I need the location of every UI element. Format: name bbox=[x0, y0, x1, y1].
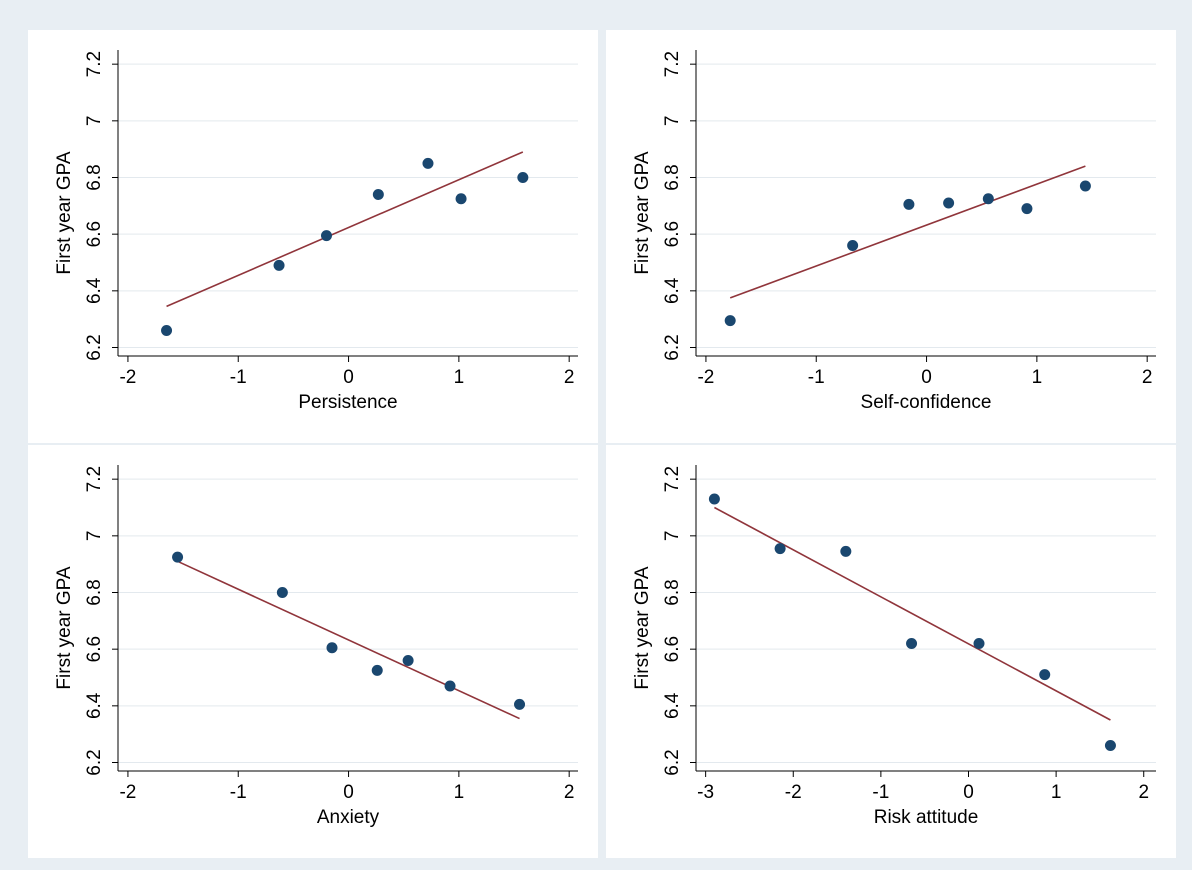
y-tick-label: 6.8 bbox=[84, 164, 105, 190]
point bbox=[161, 325, 173, 336]
y-tick-label: 6.6 bbox=[84, 221, 105, 247]
x-axis-title: Persistence bbox=[298, 392, 397, 413]
point bbox=[455, 193, 467, 205]
fit-line bbox=[177, 560, 520, 720]
panel: 6.2 6.4 6.6 6.8 7 7.2 -2 -1 0 1 2 Persistence First … bbox=[28, 30, 598, 443]
point bbox=[517, 172, 529, 183]
y-tick-label: 7 bbox=[84, 531, 105, 542]
x-tick-label: 1 bbox=[454, 367, 465, 388]
x-tick-label: -1 bbox=[808, 367, 825, 388]
y-tick-label: 7 bbox=[662, 531, 683, 542]
y-axis-title: First year GPA bbox=[54, 566, 75, 689]
point bbox=[172, 551, 184, 563]
x-tick-label: 0 bbox=[921, 367, 932, 388]
y-tick-label: 6.2 bbox=[662, 749, 683, 775]
panel: 6.2 6.4 6.6 6.8 7 7.2 -2 -1 0 1 2 Anxiety First year… bbox=[28, 445, 598, 858]
fit-line bbox=[729, 165, 1086, 299]
point bbox=[943, 197, 955, 209]
x-tick-label: -3 bbox=[697, 782, 714, 803]
y-tick-label: 6.8 bbox=[84, 579, 105, 605]
point bbox=[422, 157, 434, 169]
point bbox=[276, 587, 288, 598]
point bbox=[326, 642, 338, 654]
point bbox=[1021, 203, 1033, 215]
y-tick-label: 7.2 bbox=[84, 51, 105, 77]
x-tick-label: -2 bbox=[785, 782, 802, 803]
y-axis-title: First year GPA bbox=[54, 151, 75, 274]
y-tick-label: 6.6 bbox=[662, 221, 683, 247]
point bbox=[444, 680, 456, 692]
x-tick-label: -2 bbox=[119, 782, 136, 803]
y-tick-label: 6.4 bbox=[662, 692, 683, 719]
panel: 6.2 6.4 6.6 6.8 7 7.2 -2 -1 0 1 2 Self-confidence Fi… bbox=[606, 30, 1176, 443]
point bbox=[514, 698, 526, 710]
y-tick-label: 6.4 bbox=[84, 692, 105, 719]
point bbox=[774, 543, 786, 555]
x-tick-label: -2 bbox=[697, 367, 714, 388]
y-tick-label: 6.6 bbox=[84, 636, 105, 662]
y-tick-label: 6.2 bbox=[662, 334, 683, 360]
x-tick-label: 1 bbox=[454, 782, 465, 803]
point bbox=[906, 638, 918, 649]
point bbox=[1104, 740, 1116, 751]
panel-background bbox=[606, 30, 1176, 443]
x-tick-label: 1 bbox=[1032, 367, 1043, 388]
point bbox=[847, 240, 859, 251]
y-tick-label: 6.2 bbox=[84, 749, 105, 775]
y-tick-label: 6.4 bbox=[84, 277, 105, 304]
point bbox=[708, 493, 720, 505]
x-tick-label: 0 bbox=[963, 782, 974, 803]
y-tick-label: 7.2 bbox=[662, 466, 683, 492]
point bbox=[273, 259, 285, 271]
y-tick-label: 7.2 bbox=[84, 466, 105, 492]
panel-background bbox=[28, 30, 598, 443]
x-tick-label: 1 bbox=[1051, 782, 1062, 803]
point bbox=[371, 664, 383, 676]
point bbox=[724, 315, 736, 327]
fit-line bbox=[714, 506, 1111, 721]
y-tick-label: 6.8 bbox=[662, 579, 683, 605]
point bbox=[320, 230, 332, 242]
x-tick-label: -1 bbox=[230, 367, 247, 388]
x-tick-label: -2 bbox=[119, 367, 136, 388]
y-tick-label: 6.2 bbox=[84, 334, 105, 360]
point bbox=[982, 193, 994, 205]
y-axis-title: First year GPA bbox=[632, 151, 653, 274]
panel-background bbox=[606, 445, 1176, 858]
x-axis-title: Risk attitude bbox=[874, 807, 979, 828]
y-tick-label: 7 bbox=[662, 116, 683, 127]
y-tick-label: 6.8 bbox=[662, 164, 683, 190]
point bbox=[1079, 180, 1091, 192]
x-tick-label: 2 bbox=[564, 782, 575, 803]
panel: 6.2 6.4 6.6 6.8 7 7.2 -3 -2 -1 0 1 2 Risk attitude Fi… bbox=[606, 445, 1176, 858]
panel-background bbox=[28, 445, 598, 858]
point bbox=[372, 189, 384, 200]
fit-line bbox=[166, 151, 524, 308]
point bbox=[402, 655, 414, 666]
point bbox=[1039, 669, 1051, 681]
y-tick-label: 6.6 bbox=[662, 636, 683, 662]
y-tick-label: 7 bbox=[84, 116, 105, 127]
x-axis-title: Self-confidence bbox=[861, 392, 992, 413]
x-tick-label: -1 bbox=[230, 782, 247, 803]
x-tick-label: 2 bbox=[564, 367, 575, 388]
x-tick-label: 2 bbox=[1138, 782, 1149, 803]
x-tick-label: 0 bbox=[343, 367, 354, 388]
point bbox=[840, 545, 852, 557]
y-tick-label: 7.2 bbox=[662, 51, 683, 77]
x-axis-title: Anxiety bbox=[317, 807, 380, 828]
x-tick-label: 0 bbox=[343, 782, 354, 803]
point bbox=[973, 638, 985, 649]
y-axis-title: First year GPA bbox=[632, 566, 653, 689]
point bbox=[903, 198, 915, 210]
y-tick-label: 6.4 bbox=[662, 277, 683, 304]
x-tick-label: -1 bbox=[872, 782, 889, 803]
x-tick-label: 2 bbox=[1142, 367, 1153, 388]
